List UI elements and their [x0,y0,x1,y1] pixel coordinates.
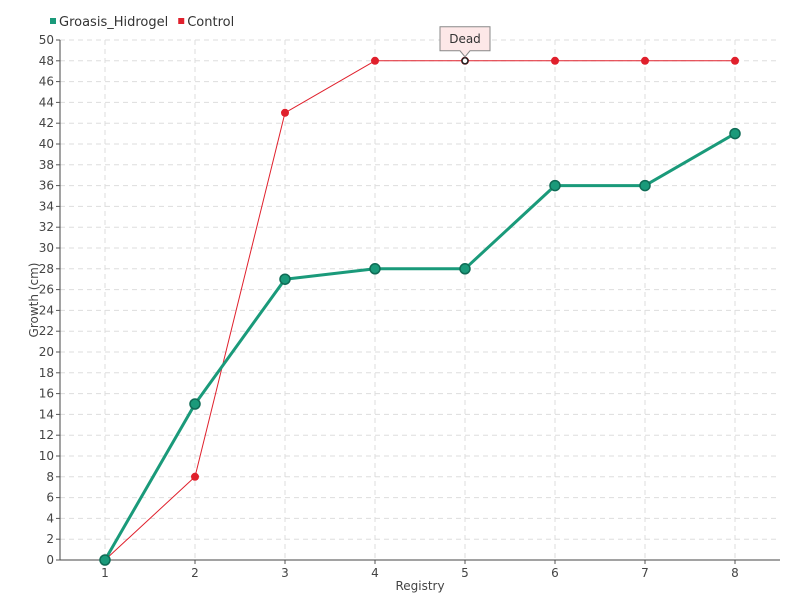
data-point-groasis-hidrogel[interactable] [549,179,561,192]
legend-label-groasis-hidrogel: Groasis_Hidrogel [59,15,168,30]
tooltip-box [439,26,491,58]
legend-item-groasis-hidrogel[interactable]: Groasis_Hidrogel [50,15,168,30]
data-point-groasis-hidrogel[interactable] [99,554,111,566]
legend-item-control[interactable]: Control [178,15,234,30]
y-axis-title: Growth (cm) [27,263,41,338]
y-tick-label: 42 [39,116,54,130]
y-tick-label: 22 [39,324,54,338]
x-tick-label: 2 [191,566,199,580]
data-point-groasis-hidrogel[interactable] [369,263,381,275]
annotation-label: Dead [449,32,481,46]
y-axis-ticks: 0246810121416182022242628303234363840424… [39,33,60,567]
x-tick-label: 4 [371,566,379,580]
data-point-control[interactable] [731,56,739,65]
y-tick-label: 50 [39,33,54,47]
x-tick-label: 8 [731,566,739,580]
y-tick-label: 26 [39,283,54,297]
y-tick-label: 38 [39,158,54,172]
y-tick-label: 4 [46,511,54,525]
y-tick-label: 28 [39,262,54,276]
y-tick-label: 24 [39,303,54,317]
data-point-groasis-hidrogel[interactable] [279,273,291,285]
x-tick-label: 5 [461,566,469,580]
y-tick-label: 16 [39,387,54,401]
y-tick-label: 48 [39,54,54,68]
y-tick-label: 10 [39,449,54,463]
data-point-control[interactable] [641,56,649,65]
y-tick-label: 18 [39,366,54,380]
y-tick-label: 8 [46,470,54,484]
y-tick-label: 46 [39,75,54,89]
series-line-groasis-hidrogel [103,132,736,561]
legend-swatch-groasis-hidrogel [50,18,56,24]
legend[interactable]: Groasis_Hidrogel Control [50,15,234,30]
x-tick-label: 6 [551,566,559,580]
data-point-groasis-hidrogel[interactable] [639,179,651,192]
y-tick-label: 6 [46,491,54,505]
series-line-control [104,60,735,561]
axes [59,40,780,561]
y-tick-label: 20 [39,345,54,359]
data-point-control[interactable] [551,56,559,65]
data-point-groasis-hidrogel[interactable] [729,127,741,140]
data-point-control[interactable] [191,472,199,481]
legend-label-control: Control [187,15,234,30]
y-tick-label: 14 [39,407,54,421]
y-tick-label: 32 [39,220,54,234]
y-tick-label: 44 [39,95,54,109]
y-tick-label: 30 [39,241,54,255]
series-groasis-hidrogel [99,127,741,566]
x-tick-label: 1 [101,566,109,580]
x-tick-label: 7 [641,566,649,580]
y-tick-label: 40 [39,137,54,151]
annotation-tooltip: Dead [439,26,491,65]
annotation-point-marker [461,57,469,65]
annotations: Dead [439,26,491,65]
x-axis-ticks: 1 2 3 4 5 6 7 8 [101,560,739,580]
data-point-groasis-hidrogel[interactable] [459,263,471,275]
x-tick-label: 3 [281,566,289,580]
y-tick-label: 12 [39,428,54,442]
y-tick-label: 0 [46,553,54,567]
series-layer [99,56,741,566]
y-tick-label: 2 [46,532,54,546]
y-tick-label: 34 [39,199,54,213]
legend-swatch-control [178,18,185,24]
data-point-control[interactable] [371,56,379,65]
grid-lines [60,39,780,560]
data-point-control[interactable] [281,108,289,117]
y-tick-label: 36 [39,179,54,193]
data-point-groasis-hidrogel[interactable] [189,398,201,410]
x-axis-title: Registry [395,579,444,593]
